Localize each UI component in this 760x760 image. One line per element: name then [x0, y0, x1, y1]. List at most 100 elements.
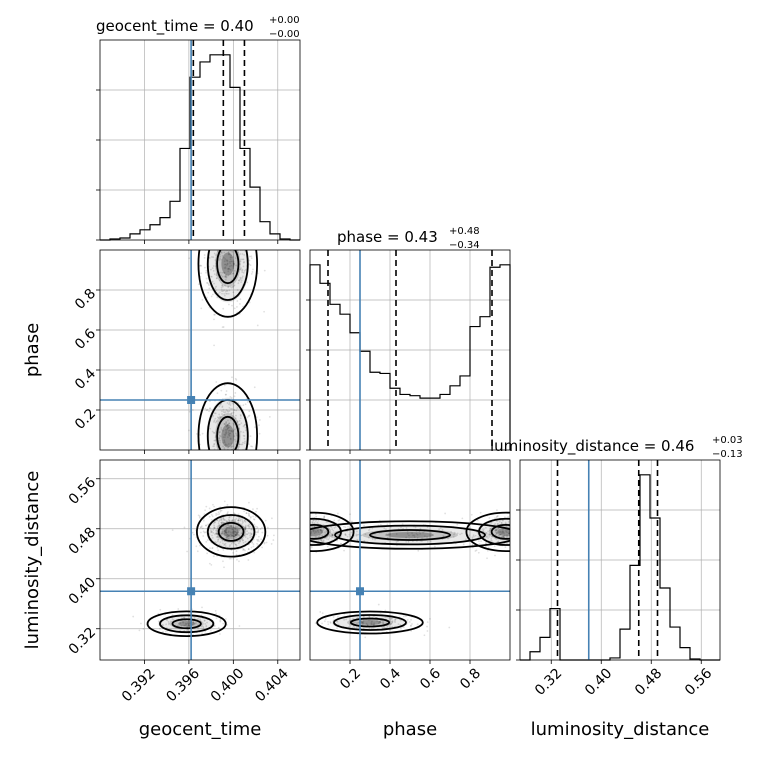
sample-point	[235, 536, 238, 539]
sample-point	[217, 236, 219, 238]
sample-point	[239, 414, 242, 416]
sample-point	[317, 529, 319, 532]
sample-point	[194, 622, 197, 625]
sample-point	[227, 234, 229, 236]
sample-point	[216, 519, 218, 522]
sample-point	[507, 520, 510, 523]
contour-line	[369, 529, 451, 541]
sample-point	[511, 538, 513, 540]
sample-point	[220, 509, 223, 512]
sample-point	[222, 410, 225, 413]
sample-point	[389, 618, 392, 621]
sample-point	[244, 536, 247, 538]
sample-point	[223, 439, 226, 442]
sample-point	[302, 538, 304, 540]
sample-point	[505, 525, 508, 528]
sample-point	[337, 512, 339, 515]
sample-point	[217, 241, 219, 243]
sample-point	[241, 443, 244, 446]
sample-point	[499, 530, 502, 533]
sample-point	[310, 530, 313, 533]
sample-point	[548, 522, 550, 524]
sample-point	[494, 529, 497, 532]
sample-point	[384, 534, 387, 537]
sample-point	[222, 460, 224, 462]
sample-point	[221, 244, 223, 246]
sample-point	[191, 531, 194, 534]
sample-point	[218, 413, 221, 416]
density-level	[331, 614, 409, 631]
sample-point	[221, 413, 223, 415]
sample-point	[203, 235, 205, 237]
sample-point	[233, 395, 236, 398]
sample-point	[214, 464, 216, 466]
sample-point	[256, 527, 259, 529]
sample-point	[228, 453, 230, 455]
sample-point	[250, 243, 252, 245]
sample-point	[218, 461, 220, 463]
sample-point	[352, 625, 355, 628]
sample-point	[232, 430, 235, 432]
density-level	[216, 521, 247, 543]
sample-point	[199, 544, 201, 547]
sample-point	[225, 529, 228, 531]
sample-point	[508, 530, 510, 533]
sample-point	[219, 619, 222, 622]
sample-point	[367, 619, 370, 622]
sample-point	[219, 431, 221, 433]
sample-point	[525, 517, 527, 519]
sample-point	[249, 525, 252, 528]
sample-point	[218, 437, 221, 440]
sample-point	[240, 258, 243, 261]
sample-point	[265, 541, 268, 544]
sample-point	[248, 410, 251, 413]
sample-point	[228, 515, 231, 518]
sample-point	[165, 623, 168, 626]
sample-point	[213, 526, 216, 529]
sample-point	[474, 550, 477, 552]
contour-line	[197, 250, 259, 318]
truth-marker	[356, 587, 364, 596]
sample-point	[226, 260, 229, 263]
sample-point	[234, 530, 236, 533]
sample-point	[242, 541, 245, 544]
sample-point	[219, 255, 222, 258]
sample-point	[390, 617, 393, 620]
sample-point	[533, 538, 535, 540]
sample-point	[243, 437, 246, 440]
sample-point	[489, 527, 491, 530]
sample-point	[197, 283, 200, 286]
sample-point	[228, 267, 230, 270]
sample-point	[215, 541, 218, 544]
sample-point	[517, 543, 519, 545]
sample-point	[225, 526, 228, 529]
sample-point	[216, 462, 218, 464]
sample-point	[238, 268, 241, 271]
sample-point	[536, 529, 538, 531]
sample-point	[214, 436, 217, 439]
sample-point	[281, 526, 283, 528]
sample-point	[234, 534, 237, 536]
sample-point	[543, 531, 545, 533]
sample-point	[235, 245, 237, 247]
sample-point	[197, 627, 199, 630]
sample-point	[230, 520, 233, 522]
sample-point	[225, 432, 228, 435]
sample-point	[229, 402, 231, 404]
sample-point	[235, 264, 238, 267]
sample-point	[244, 549, 246, 552]
sample-point	[241, 451, 243, 453]
sample-point	[506, 534, 508, 537]
sample-point	[242, 265, 245, 268]
sample-point	[399, 627, 402, 630]
sample-point	[382, 620, 384, 623]
sample-point	[371, 527, 374, 530]
sample-point	[307, 540, 309, 542]
sample-point	[215, 421, 217, 424]
sample-point	[229, 221, 231, 223]
sample-point	[198, 515, 201, 518]
sample-point	[301, 541, 303, 543]
sample-point	[239, 276, 242, 279]
sample-point	[247, 548, 250, 551]
sample-point	[166, 618, 169, 621]
